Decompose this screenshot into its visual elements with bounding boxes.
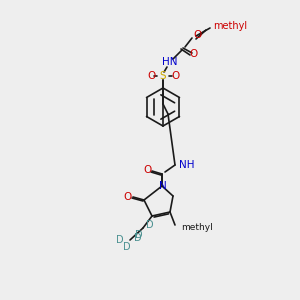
Text: D: D (116, 235, 124, 245)
Text: methyl: methyl (213, 21, 247, 31)
Text: D: D (134, 233, 142, 243)
Text: methyl: methyl (181, 223, 213, 232)
Text: O: O (143, 165, 151, 175)
Text: D: D (146, 220, 154, 230)
Text: O: O (193, 30, 201, 40)
Text: O: O (124, 192, 132, 202)
Text: O: O (171, 71, 179, 81)
Text: HN: HN (162, 57, 178, 67)
Text: NH: NH (179, 160, 194, 170)
Text: D: D (135, 230, 143, 240)
Text: S: S (160, 71, 166, 81)
Text: O: O (147, 71, 155, 81)
Text: O: O (190, 49, 198, 59)
Text: D: D (123, 242, 131, 252)
Text: N: N (159, 181, 167, 191)
